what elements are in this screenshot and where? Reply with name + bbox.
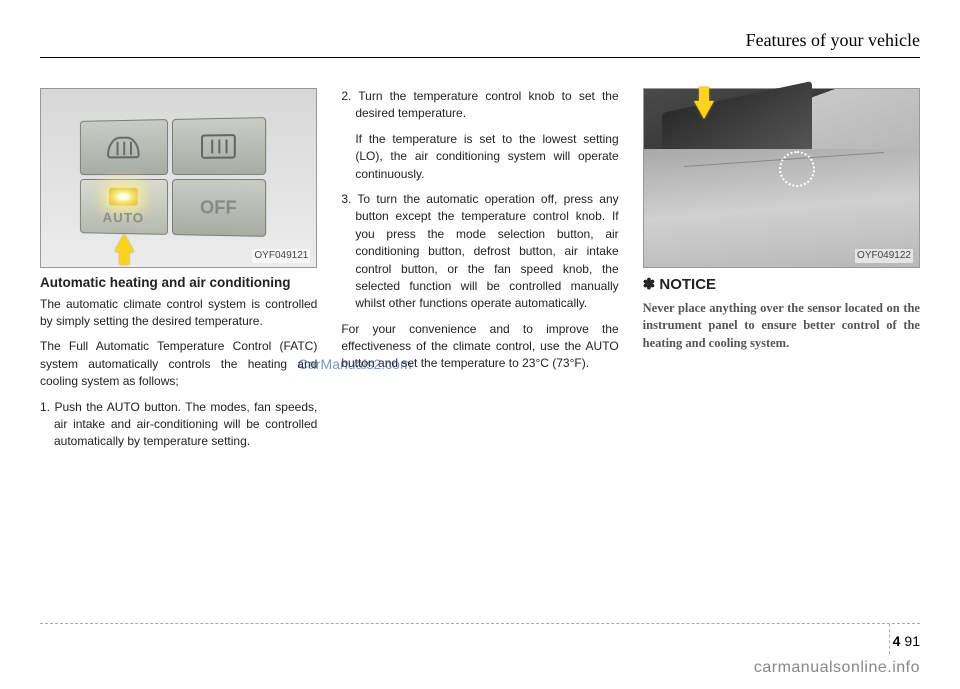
footer-divider-h bbox=[40, 623, 920, 624]
column-1: AUTO OFF OYF049121 Automatic heating and… bbox=[40, 88, 317, 459]
pointer-arrow-icon bbox=[694, 101, 714, 119]
auto-indicator-light bbox=[109, 188, 138, 206]
subheading-auto-heating: Automatic heating and air conditioning bbox=[40, 274, 317, 292]
auto-label: AUTO bbox=[81, 207, 167, 228]
section-header: Features of your vehicle bbox=[40, 30, 920, 58]
section-number: 4 bbox=[893, 633, 901, 649]
content-columns: AUTO OFF OYF049121 Automatic heating and… bbox=[40, 88, 920, 459]
paragraph: The Full Automatic Temperature Control (… bbox=[40, 338, 317, 390]
paragraph: The automatic climate control system is … bbox=[40, 296, 317, 331]
front-defrost-button bbox=[80, 119, 168, 175]
paragraph: For your convenience and to improve the … bbox=[341, 321, 618, 373]
column-2: 2. Turn the temperature control knob to … bbox=[341, 88, 618, 459]
rear-defrost-button bbox=[172, 117, 266, 175]
figure-auto-button: AUTO OFF OYF049121 bbox=[40, 88, 317, 268]
notice-text: Never place anything over the sensor loc… bbox=[643, 300, 920, 353]
footer-divider-v bbox=[889, 624, 890, 654]
sensor-highlight-circle bbox=[779, 151, 815, 187]
auto-button: AUTO bbox=[80, 179, 168, 235]
list-item-2-sub: If the temperature is set to the lowest … bbox=[341, 131, 618, 183]
pointer-arrow-icon bbox=[115, 234, 134, 252]
footer-watermark: carmanualsonline.info bbox=[754, 659, 920, 677]
page-number: 491 bbox=[893, 633, 920, 649]
page-number-value: 91 bbox=[904, 633, 920, 649]
notice-heading: ✽ NOTICE bbox=[643, 274, 920, 296]
list-item-1: 1. Push the AUTO button. The modes, fan … bbox=[40, 399, 317, 451]
figure-sensor-location: OYF049122 bbox=[643, 88, 920, 268]
figure-caption-2: OYF049122 bbox=[855, 249, 913, 264]
list-item-3: 3. To turn the automatic operation off, … bbox=[341, 191, 618, 313]
list-item-2: 2. Turn the temperature control knob to … bbox=[341, 88, 618, 123]
column-3: OYF049122 ✽ NOTICE Never place anything … bbox=[643, 88, 920, 459]
figure-caption-1: OYF049121 bbox=[252, 249, 310, 264]
off-button: OFF bbox=[172, 179, 266, 237]
